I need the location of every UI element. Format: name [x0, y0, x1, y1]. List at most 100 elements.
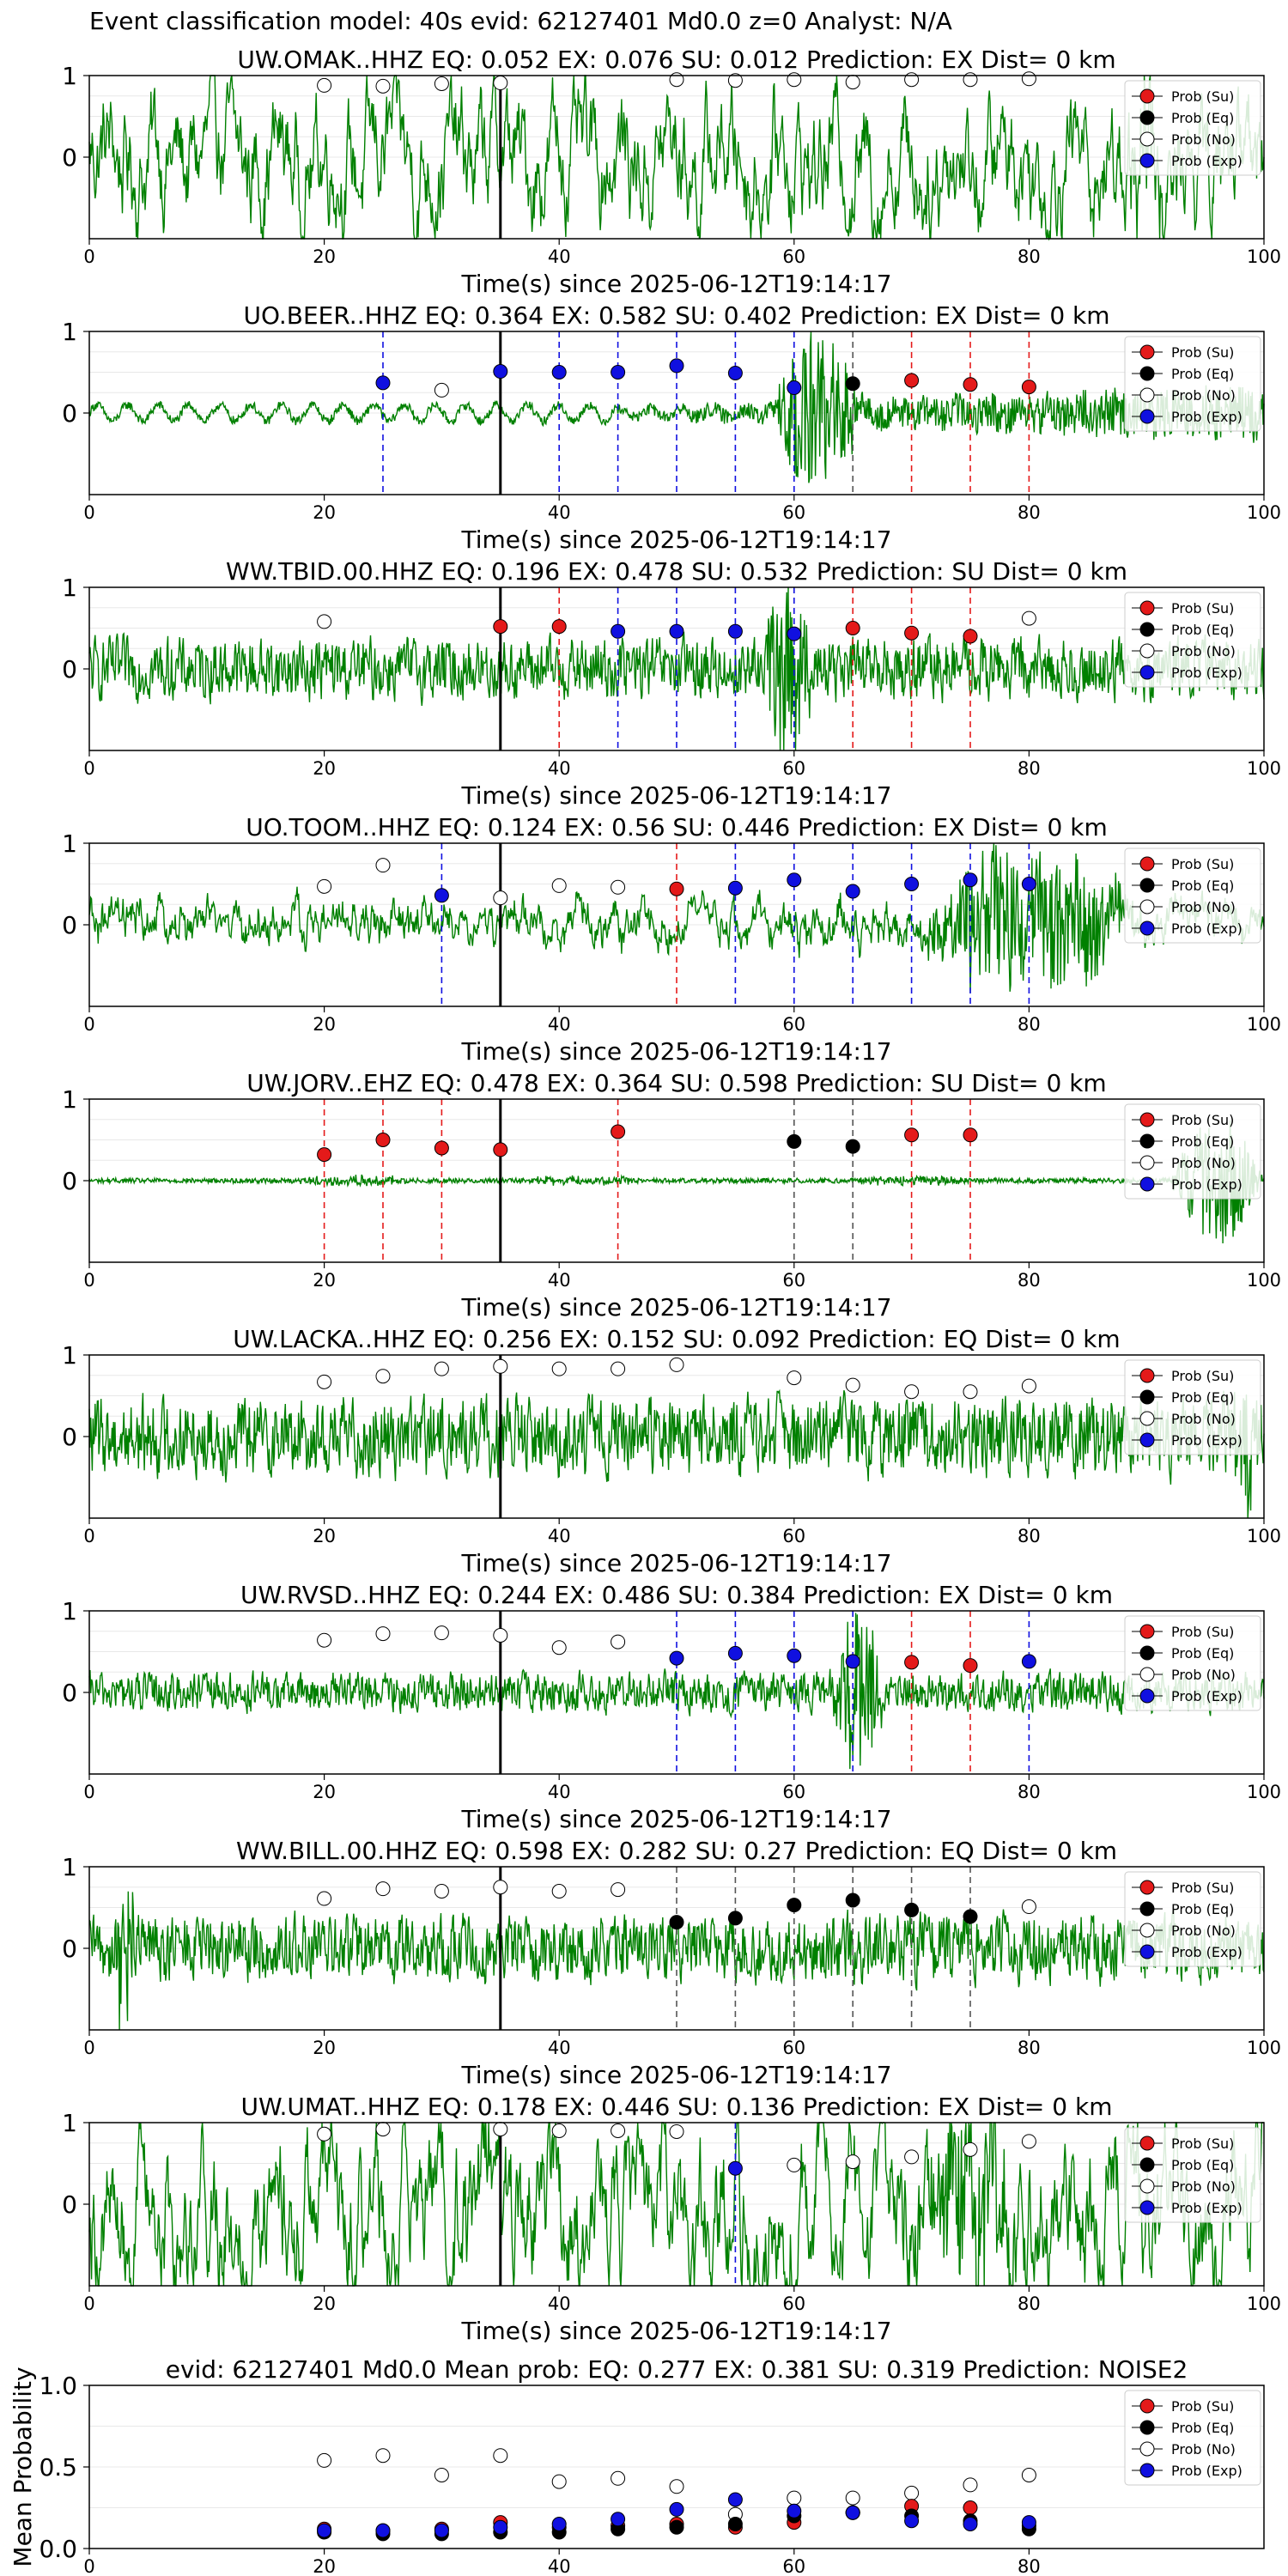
x-tick-label: 40: [548, 1270, 571, 1291]
prob-no-marker: [845, 2490, 860, 2506]
prob-ex-marker: [1021, 877, 1036, 891]
x-tick-label: 40: [548, 1782, 571, 1802]
prob-no-marker: [493, 1358, 508, 1374]
legend-label: Prob (Su): [1171, 1880, 1234, 1896]
x-axis-label: Time(s) since 2025-06-12T19:14:17: [460, 526, 891, 554]
x-tick-label: 100: [1247, 758, 1281, 779]
legend-marker: [1139, 899, 1155, 914]
x-tick-label: 80: [1018, 1014, 1041, 1035]
prob-no-marker: [787, 1370, 802, 1386]
legend: Prob (Su) Prob (Eq) Prob (No) Prob (Exp): [1124, 848, 1261, 944]
prob-no-marker: [317, 614, 332, 629]
legend-frame: [1124, 80, 1261, 176]
prob-no-marker: [1021, 2468, 1036, 2482]
x-tick-label: 60: [782, 2556, 805, 2576]
prob-ex-marker: [727, 623, 743, 639]
y-tick-label: 0: [62, 2190, 77, 2219]
x-tick-label: 60: [782, 2038, 805, 2058]
legend-marker: [1139, 665, 1155, 680]
y-tick-label: 1: [62, 1853, 77, 1881]
x-tick-label: 40: [548, 502, 571, 523]
x-tick-label: 80: [1018, 758, 1041, 779]
legend-marker: [1139, 2420, 1155, 2435]
legend-frame: [1124, 1359, 1261, 1455]
legend-label: Prob (Eq): [1171, 1133, 1234, 1150]
prob-su-marker: [493, 619, 508, 635]
legend-marker: [1139, 1389, 1155, 1405]
legend-marker: [1139, 2441, 1155, 2457]
prob-no-marker: [434, 1625, 449, 1641]
prob-no-marker: [787, 2490, 802, 2506]
prob-su-marker: [1021, 380, 1036, 395]
legend-label: Prob (Exp): [1171, 2463, 1242, 2479]
x-tick-label: 60: [782, 1270, 805, 1291]
prob-no-marker: [845, 2154, 860, 2170]
prob-ex-marker: [787, 626, 802, 641]
prob-su-marker: [963, 629, 978, 644]
prob-su-marker: [375, 1133, 391, 1147]
prob-ex-marker: [493, 2519, 508, 2535]
x-tick-label: 80: [1018, 1526, 1041, 1546]
x-tick-label: 0: [83, 2038, 94, 2058]
prob-su-marker: [904, 373, 920, 388]
legend-marker: [1139, 110, 1155, 125]
legend-frame: [1124, 848, 1261, 944]
waveform-trace: [88, 1120, 1265, 1244]
figure-suptitle: Event classification model: 40s evid: 62…: [89, 7, 952, 35]
prob-no-marker: [375, 858, 391, 873]
panel-title: UW.RVSD..HHZ EQ: 0.244 EX: 0.486 SU: 0.3…: [240, 1581, 1113, 1609]
legend-frame: [1124, 2390, 1261, 2486]
x-tick-label: 20: [313, 2038, 336, 2058]
prob-no-marker: [611, 2123, 626, 2138]
prob-ex-marker: [669, 358, 684, 374]
prob-no-marker: [787, 2157, 802, 2172]
prob-no-marker: [434, 1884, 449, 1899]
prob-no-marker: [963, 72, 978, 88]
prob-no-marker: [551, 878, 567, 893]
prob-no-marker: [434, 76, 449, 91]
x-tick-label: 60: [782, 1782, 805, 1802]
prob-no-marker: [317, 1374, 332, 1389]
prob-no-marker: [669, 2123, 684, 2139]
legend-marker: [1139, 409, 1155, 424]
x-tick-label: 80: [1018, 1782, 1041, 1802]
prob-ex-marker: [963, 2517, 978, 2531]
legend-marker: [1139, 1880, 1155, 1895]
prob-no-marker: [611, 879, 626, 895]
legend-marker: [1139, 366, 1155, 381]
legend-marker: [1139, 920, 1155, 936]
prob-eq-marker: [845, 376, 860, 392]
prob-no-marker: [317, 2452, 332, 2468]
prob-no-marker: [845, 1377, 860, 1393]
legend-frame: [1124, 1615, 1261, 1711]
prob-no-marker: [375, 1626, 391, 1642]
legend-marker: [1139, 1688, 1155, 1704]
legend-marker: [1139, 1176, 1155, 1192]
legend-marker: [1139, 600, 1155, 616]
legend-label: Prob (Su): [1171, 856, 1234, 872]
x-tick-label: 20: [313, 1270, 336, 1291]
x-tick-label: 60: [782, 1014, 805, 1035]
mean-probability-panel: evid: 62127401 Md0.0 Mean prob: EQ: 0.27…: [9, 2355, 1265, 2576]
legend-label: Prob (Eq): [1171, 2420, 1234, 2436]
x-axis-label: Time(s) since 2025-06-12T19:14:17: [460, 1549, 891, 1577]
prob-ex-marker: [551, 2517, 567, 2531]
panel-title: UW.LACKA..HHZ EQ: 0.256 EX: 0.152 SU: 0.…: [233, 1325, 1120, 1353]
prob-ex-marker: [611, 623, 626, 639]
legend-marker: [1139, 1112, 1155, 1127]
legend-frame: [1124, 2127, 1261, 2223]
prob-no-marker: [669, 2479, 684, 2494]
legend-marker: [1139, 1923, 1155, 1938]
prob-no-marker: [963, 1384, 978, 1400]
legend-marker: [1139, 153, 1155, 168]
prob-no-marker: [493, 2448, 508, 2464]
prob-no-marker: [611, 1882, 626, 1898]
y-tick-label: 0: [62, 143, 77, 172]
x-tick-label: 80: [1018, 2556, 1041, 2576]
legend-label: Prob (Exp): [1171, 2200, 1242, 2216]
prob-no-marker: [551, 1640, 567, 1656]
legend-marker: [1139, 1944, 1155, 1959]
y-tick-label: 0.0: [39, 2535, 77, 2563]
y-tick-label: 0: [62, 399, 77, 428]
prob-ex-marker: [727, 1645, 743, 1661]
